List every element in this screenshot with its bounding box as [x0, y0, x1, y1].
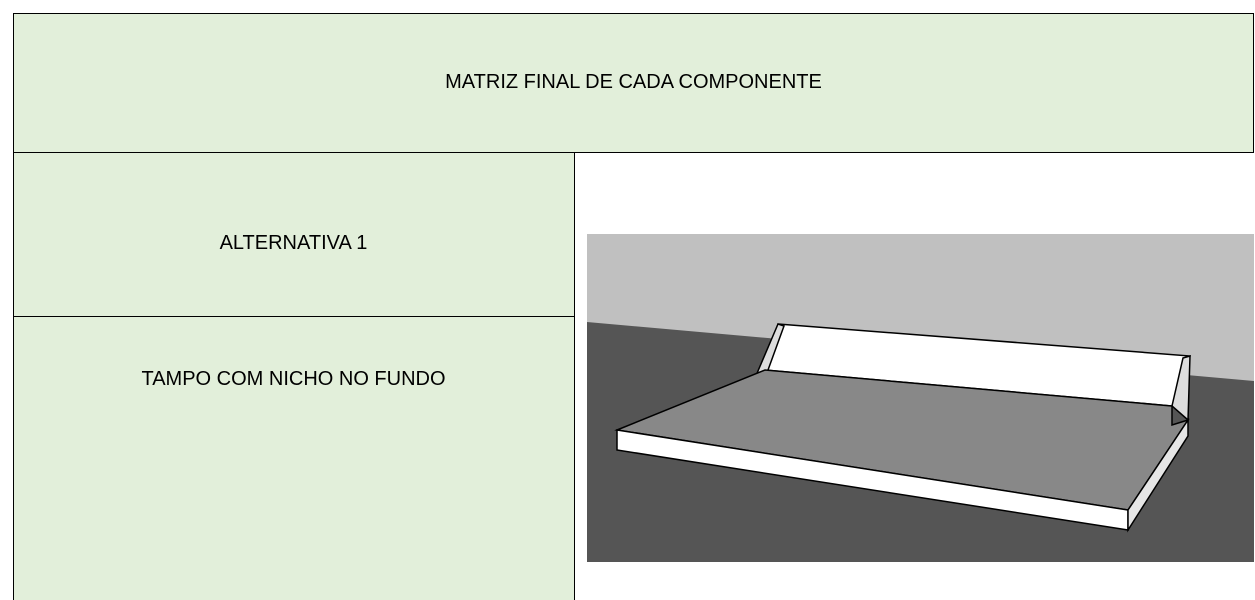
back-panel-end [1171, 354, 1191, 422]
border [13, 13, 14, 600]
render-image [587, 234, 1254, 562]
description-cell: TAMPO COM NICHO NO FUNDO [13, 316, 574, 600]
side-face [1127, 417, 1189, 533]
table-title: MATRIZ FINAL DE CADA COMPONENTE [445, 71, 822, 93]
border [13, 152, 1254, 153]
alternative-label: ALTERNATIVA 1 [219, 231, 368, 254]
header-cell: MATRIZ FINAL DE CADA COMPONENTE [13, 13, 1254, 152]
border [574, 152, 575, 600]
alternative-cell: ALTERNATIVA 1 [13, 152, 574, 316]
border [13, 13, 1254, 14]
border [13, 316, 574, 317]
border [1253, 13, 1254, 153]
description-label: TAMPO COM NICHO NO FUNDO [141, 368, 446, 390]
